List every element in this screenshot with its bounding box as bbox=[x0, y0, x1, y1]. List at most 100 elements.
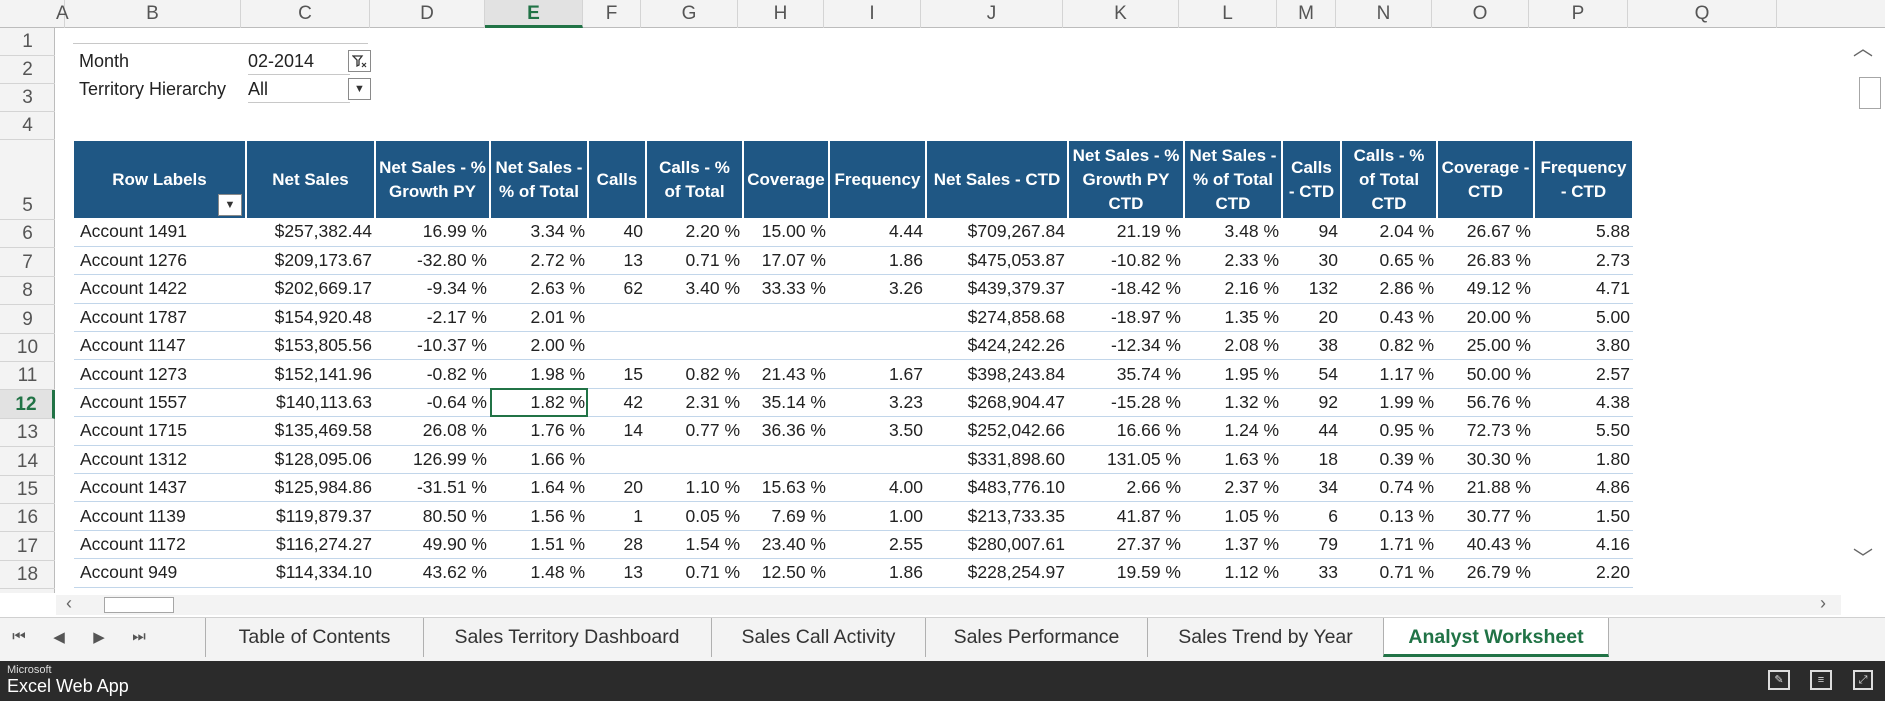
scroll-right-icon[interactable]: › bbox=[1820, 593, 1826, 613]
value-cell[interactable]: 3.48 % bbox=[1184, 218, 1282, 247]
sheet-tab-sales-territory-dashboard[interactable]: Sales Territory Dashboard bbox=[423, 618, 710, 657]
value-cell[interactable]: 1.82 % bbox=[490, 388, 588, 418]
value-cell[interactable]: 1.71 % bbox=[1341, 530, 1437, 560]
value-cell[interactable]: 126.99 % bbox=[375, 445, 490, 475]
value-cell[interactable]: 0.65 % bbox=[1341, 246, 1437, 276]
value-cell[interactable]: 35.74 % bbox=[1068, 359, 1184, 389]
row-label-cell[interactable]: Account 1557 bbox=[74, 388, 246, 418]
value-cell[interactable]: $228,254.97 bbox=[926, 558, 1068, 588]
reading-view-icon[interactable]: ≡ bbox=[1810, 670, 1832, 690]
value-cell[interactable]: $709,267.84 bbox=[926, 218, 1068, 247]
value-cell[interactable]: $128,095.06 bbox=[246, 445, 375, 475]
value-cell[interactable]: 1.05 % bbox=[1184, 501, 1282, 531]
edit-workbook-icon[interactable]: ✎ bbox=[1768, 670, 1790, 690]
value-cell[interactable]: 1.37 % bbox=[1184, 530, 1282, 560]
fullscreen-icon[interactable]: ⤢ bbox=[1853, 670, 1873, 690]
value-cell[interactable]: 34 bbox=[1282, 473, 1341, 503]
value-cell[interactable]: 4.86 bbox=[1534, 473, 1633, 503]
row-label-cell[interactable]: Account 1312 bbox=[74, 445, 246, 475]
column-header-q[interactable]: Q bbox=[1628, 0, 1777, 28]
row-label-cell[interactable]: Account 1787 bbox=[74, 303, 246, 333]
value-cell[interactable]: 1.64 % bbox=[490, 473, 588, 503]
value-cell[interactable]: 16.99 % bbox=[375, 218, 490, 247]
value-cell[interactable]: 30.30 % bbox=[1437, 445, 1534, 475]
value-cell[interactable]: 131.05 % bbox=[1068, 445, 1184, 475]
value-cell[interactable]: 23.40 % bbox=[743, 530, 829, 560]
row-header-16[interactable]: 16 bbox=[0, 504, 55, 533]
row-label-cell[interactable]: Account 1147 bbox=[74, 331, 246, 361]
value-cell[interactable]: 1.98 % bbox=[490, 359, 588, 389]
sheet-tab-sales-trend-by-year[interactable]: Sales Trend by Year bbox=[1147, 618, 1383, 657]
row-header-11[interactable]: 11 bbox=[0, 362, 55, 391]
value-cell[interactable]: -31.51 % bbox=[375, 473, 490, 503]
row-header-13[interactable]: 13 bbox=[0, 419, 55, 448]
value-cell[interactable]: 2.08 % bbox=[1184, 331, 1282, 361]
value-cell[interactable]: 2.01 % bbox=[490, 303, 588, 333]
row-header-1[interactable]: 1 bbox=[0, 28, 55, 56]
row-label-cell[interactable]: Account 1139 bbox=[74, 501, 246, 531]
value-cell[interactable]: 40 bbox=[588, 218, 646, 247]
value-cell[interactable]: 0.71 % bbox=[646, 558, 743, 588]
value-cell[interactable]: 1 bbox=[588, 501, 646, 531]
row-label-cell[interactable]: Account 1422 bbox=[74, 274, 246, 304]
value-cell[interactable]: -0.82 % bbox=[375, 359, 490, 389]
value-cell[interactable]: 94 bbox=[1282, 218, 1341, 247]
scroll-up-icon[interactable]: ︿ bbox=[1853, 38, 1873, 60]
value-cell[interactable]: $116,274.27 bbox=[246, 530, 375, 560]
value-cell[interactable]: $209,173.67 bbox=[246, 246, 375, 276]
value-cell[interactable]: 1.86 bbox=[829, 558, 926, 588]
value-cell[interactable]: 30.77 % bbox=[1437, 501, 1534, 531]
value-cell[interactable] bbox=[829, 303, 926, 333]
value-cell[interactable]: -18.97 % bbox=[1068, 303, 1184, 333]
value-cell[interactable]: 2.72 % bbox=[490, 246, 588, 276]
value-cell[interactable]: 3.80 bbox=[1534, 331, 1633, 361]
column-header-i[interactable]: I bbox=[824, 0, 921, 28]
previous-sheet-icon[interactable]: ◀ bbox=[53, 629, 65, 646]
column-header-k[interactable]: K bbox=[1063, 0, 1179, 28]
value-cell[interactable]: 41.87 % bbox=[1068, 501, 1184, 531]
row-label-cell[interactable]: Account 1715 bbox=[74, 416, 246, 446]
value-cell[interactable]: 0.74 % bbox=[1341, 473, 1437, 503]
value-cell[interactable] bbox=[588, 331, 646, 361]
value-cell[interactable]: -12.34 % bbox=[1068, 331, 1184, 361]
value-cell[interactable]: -2.17 % bbox=[375, 303, 490, 333]
row-header-2[interactable]: 2 bbox=[0, 56, 55, 84]
value-cell[interactable]: $152,141.96 bbox=[246, 359, 375, 389]
value-cell[interactable]: 62 bbox=[588, 274, 646, 304]
row-label-cell[interactable]: Account 1172 bbox=[74, 530, 246, 560]
value-cell[interactable]: 20 bbox=[1282, 303, 1341, 333]
value-cell[interactable]: 72.73 % bbox=[1437, 416, 1534, 446]
value-cell[interactable]: 92 bbox=[1282, 388, 1341, 418]
value-cell[interactable]: 5.88 bbox=[1534, 218, 1633, 247]
value-cell[interactable]: 3.40 % bbox=[646, 274, 743, 304]
column-header-j[interactable]: J bbox=[921, 0, 1063, 28]
value-cell[interactable]: -10.37 % bbox=[375, 331, 490, 361]
row-labels-dropdown-icon[interactable]: ▼ bbox=[218, 194, 242, 216]
worksheet-grid[interactable]: Month 02-2014 Territory Hierarchy All ▼ … bbox=[56, 29, 1841, 593]
value-cell[interactable]: 0.05 % bbox=[646, 501, 743, 531]
filter-territory-value[interactable]: All bbox=[248, 75, 350, 103]
value-cell[interactable]: 21.88 % bbox=[1437, 473, 1534, 503]
value-cell[interactable]: $424,242.26 bbox=[926, 331, 1068, 361]
row-label-cell[interactable]: Account 949 bbox=[74, 558, 246, 588]
filter-funnel-icon[interactable] bbox=[348, 50, 371, 72]
next-sheet-icon[interactable]: ▶ bbox=[93, 629, 105, 646]
value-cell[interactable]: $125,984.86 bbox=[246, 473, 375, 503]
value-cell[interactable]: -15.28 % bbox=[1068, 388, 1184, 418]
value-cell[interactable]: 0.82 % bbox=[1341, 331, 1437, 361]
value-cell[interactable]: 33.33 % bbox=[743, 274, 829, 304]
value-cell[interactable]: $252,042.66 bbox=[926, 416, 1068, 446]
value-cell[interactable]: 4.16 bbox=[1534, 530, 1633, 560]
value-cell[interactable] bbox=[588, 445, 646, 475]
value-cell[interactable] bbox=[646, 303, 743, 333]
value-cell[interactable]: 2.66 % bbox=[1068, 473, 1184, 503]
value-cell[interactable]: $398,243.84 bbox=[926, 359, 1068, 389]
value-cell[interactable]: $114,334.10 bbox=[246, 558, 375, 588]
value-cell[interactable]: 1.50 bbox=[1534, 501, 1633, 531]
value-cell[interactable]: 1.63 % bbox=[1184, 445, 1282, 475]
value-cell[interactable]: 1.48 % bbox=[490, 558, 588, 588]
value-cell[interactable]: 2.20 % bbox=[646, 218, 743, 247]
vertical-scrollbar[interactable]: ︿ ﹀ bbox=[1841, 29, 1885, 593]
value-cell[interactable]: 1.80 bbox=[1534, 445, 1633, 475]
value-cell[interactable]: 4.71 bbox=[1534, 274, 1633, 304]
